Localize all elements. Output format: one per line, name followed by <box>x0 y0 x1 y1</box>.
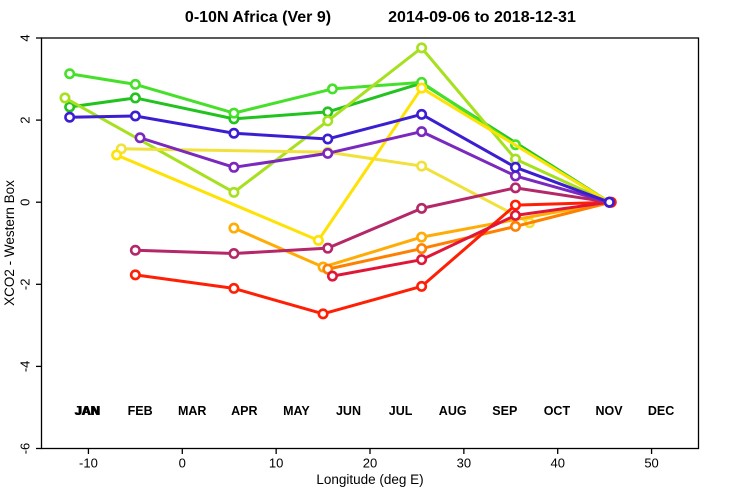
data-point-dec <box>228 127 240 139</box>
data-point-oct <box>322 242 334 254</box>
data-point-oct <box>416 202 428 214</box>
data-point-dec <box>603 196 615 208</box>
data-point-dec <box>129 110 141 122</box>
x-tick-label: 40 <box>550 456 564 471</box>
legend-month-may: MAY <box>283 404 310 418</box>
legend-month-nov: NOV <box>595 404 623 418</box>
data-point-sep <box>326 270 338 282</box>
series-line-mar <box>63 46 611 204</box>
data-point-may <box>312 234 324 246</box>
data-point-aug <box>416 280 428 292</box>
series-mar <box>59 42 615 208</box>
x-tick-label: -10 <box>79 456 98 471</box>
y-tick-label: -6 <box>18 443 33 455</box>
series-line-aug <box>133 200 613 316</box>
data-point-jan <box>129 92 141 104</box>
x-tick-label: 30 <box>457 456 471 471</box>
y-tick-label: 4 <box>18 34 33 41</box>
data-point-jun <box>416 231 428 243</box>
y-tick-label: -2 <box>18 279 33 291</box>
series-oct <box>129 182 615 260</box>
data-point-feb <box>326 83 338 95</box>
data-point-dec <box>322 133 334 145</box>
y-tick-label: 0 <box>18 199 33 206</box>
data-point-jun <box>228 222 240 234</box>
data-point-nov <box>228 161 240 173</box>
data-point-jan <box>322 106 334 118</box>
data-point-mar <box>59 92 71 104</box>
series-line-jan <box>68 81 611 204</box>
data-point-oct <box>228 248 240 260</box>
legend-month-apr: APR <box>231 404 257 418</box>
legend-month-feb: FEB <box>128 404 153 418</box>
x-tick-label: 0 <box>179 456 186 471</box>
x-axis-label: Longitude (deg E) <box>316 472 423 487</box>
y-tick-label: -4 <box>18 361 33 373</box>
chart-title-right: 2014-09-06 to 2018-12-31 <box>388 9 576 26</box>
data-point-aug <box>129 269 141 281</box>
data-point-apr <box>416 160 428 172</box>
legend-month-sep: SEP <box>492 404 517 418</box>
x-tick-label: 20 <box>363 456 377 471</box>
data-point-dec <box>416 108 428 120</box>
series-line-nov <box>138 130 611 204</box>
x-tick-label: 50 <box>644 456 658 471</box>
data-point-sep <box>509 209 521 221</box>
chart-title-left: 0-10N Africa (Ver 9) <box>185 9 331 26</box>
series-line-may <box>115 86 611 242</box>
data-point-nov <box>416 126 428 138</box>
data-point-aug <box>317 308 329 320</box>
legend-month-jan-overprint: JAN <box>74 404 99 418</box>
legend-month-jul: JUL <box>389 404 413 418</box>
data-point-dec <box>509 161 521 173</box>
data-point-sep <box>416 254 428 266</box>
data-point-aug <box>228 282 240 294</box>
legend-month-jun: JUN <box>336 404 361 418</box>
y-axis-label: XCO2 - Western Box <box>2 180 17 306</box>
series-line-oct <box>133 186 611 256</box>
data-point-feb <box>228 107 240 119</box>
legend-month-oct: OCT <box>544 404 571 418</box>
legend-month-aug: AUG <box>439 404 467 418</box>
legend-month-dec: DEC <box>648 404 674 418</box>
data-point-oct <box>509 182 521 194</box>
data-point-aug <box>509 199 521 211</box>
x-axis-ticks: -10 0 10 20 30 40 50 <box>79 448 659 471</box>
data-point-may <box>416 82 428 94</box>
data-point-feb <box>64 68 76 80</box>
y-axis-ticks: -6 -4 -2 0 2 4 <box>18 34 42 454</box>
x-tick-label: 10 <box>269 456 283 471</box>
data-point-jul <box>416 243 428 255</box>
series-dec <box>64 108 615 208</box>
data-point-oct <box>129 244 141 256</box>
series-feb <box>64 68 615 208</box>
data-point-may <box>111 149 123 161</box>
data-point-dec <box>64 111 76 123</box>
series-lines <box>59 42 617 320</box>
legend-month-mar: MAR <box>178 404 206 418</box>
data-point-feb <box>129 78 141 90</box>
data-point-nov <box>509 170 521 182</box>
series-line-sep <box>330 200 611 278</box>
data-point-mar <box>228 186 240 198</box>
data-point-mar <box>322 115 334 127</box>
data-point-jul <box>509 220 521 232</box>
data-point-jan <box>64 101 76 113</box>
legend-month-jan: JAN <box>75 404 100 418</box>
data-point-nov <box>134 132 146 144</box>
series-line-feb <box>68 72 611 204</box>
data-point-nov <box>322 147 334 159</box>
data-point-mar <box>416 42 428 54</box>
y-tick-label: 2 <box>18 116 33 123</box>
